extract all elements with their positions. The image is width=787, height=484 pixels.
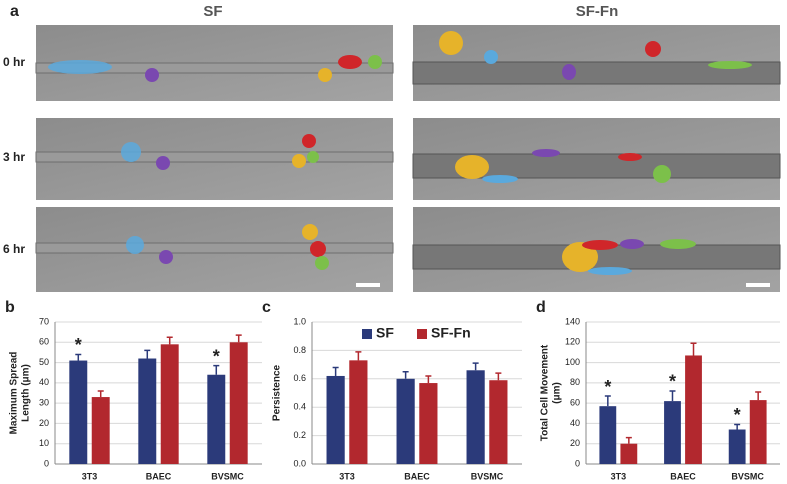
bar bbox=[229, 342, 248, 464]
bar bbox=[349, 360, 368, 464]
y-tick-label: 50 bbox=[39, 357, 49, 367]
bar bbox=[466, 370, 485, 464]
column-header: SF-Fn bbox=[576, 3, 619, 20]
y-tick-label: 80 bbox=[570, 377, 580, 387]
annotation: * bbox=[213, 346, 220, 366]
error-bar bbox=[75, 353, 82, 361]
bar bbox=[599, 406, 617, 464]
column-header: SF bbox=[203, 3, 222, 20]
x-tick-label: BAEC bbox=[404, 471, 430, 481]
y-tick-label: 0.8 bbox=[293, 345, 306, 355]
panel-label: c bbox=[262, 299, 271, 316]
bar bbox=[664, 401, 681, 464]
legend-swatch bbox=[417, 329, 427, 339]
y-tick-label: 0.2 bbox=[293, 430, 306, 440]
annotation: * bbox=[604, 377, 611, 397]
bar bbox=[396, 378, 415, 464]
error-bar bbox=[755, 391, 762, 401]
x-tick-label: 3T3 bbox=[611, 471, 627, 481]
error-bar bbox=[355, 351, 362, 361]
y-tick-label: 100 bbox=[565, 357, 580, 367]
error-bar bbox=[144, 349, 151, 359]
bar bbox=[326, 375, 345, 464]
bar bbox=[160, 344, 179, 464]
y-tick-label: 0 bbox=[44, 458, 49, 468]
y-axis-label: Total Cell Movement bbox=[540, 344, 551, 441]
y-tick-label: 0 bbox=[575, 458, 580, 468]
y-tick-label: 60 bbox=[570, 398, 580, 408]
row-label: 0 hr bbox=[3, 55, 25, 69]
bar bbox=[419, 383, 438, 464]
error-bar bbox=[332, 366, 339, 376]
error-bar bbox=[472, 362, 479, 371]
y-tick-label: 20 bbox=[39, 418, 49, 428]
error-bar bbox=[213, 364, 220, 375]
y-tick-label: 40 bbox=[39, 377, 49, 387]
bar bbox=[207, 374, 226, 464]
y-tick-label: 40 bbox=[570, 418, 580, 428]
y-axis-label: Persistence bbox=[272, 364, 283, 421]
bar bbox=[91, 397, 110, 464]
error-bar bbox=[425, 375, 432, 384]
bar bbox=[620, 443, 638, 464]
panel-label: b bbox=[5, 299, 15, 316]
bar bbox=[728, 429, 746, 464]
y-tick-label: 70 bbox=[39, 316, 49, 326]
error-bar bbox=[495, 372, 502, 381]
bar bbox=[749, 400, 767, 464]
row-label: 3 hr bbox=[3, 150, 25, 164]
error-bar bbox=[669, 390, 676, 402]
error-bar bbox=[734, 423, 741, 430]
y-tick-label: 140 bbox=[565, 316, 580, 326]
y-tick-label: 20 bbox=[570, 438, 580, 448]
y-axis-label: (μm) bbox=[552, 382, 563, 404]
legend-swatch bbox=[362, 329, 372, 339]
bar bbox=[69, 360, 88, 464]
panel-label: d bbox=[536, 299, 546, 316]
annotation: * bbox=[75, 335, 82, 355]
error-bar bbox=[235, 334, 242, 343]
annotation: * bbox=[669, 372, 676, 392]
micrographs bbox=[35, 25, 781, 292]
x-tick-label: 3T3 bbox=[339, 471, 355, 481]
error-bar bbox=[604, 395, 611, 407]
annotation: * bbox=[734, 405, 741, 425]
legend-label: SF bbox=[376, 325, 394, 341]
panel-label: a bbox=[10, 3, 19, 20]
y-tick-label: 0.0 bbox=[293, 458, 306, 468]
y-tick-label: 30 bbox=[39, 398, 49, 408]
y-tick-label: 0.6 bbox=[293, 373, 306, 383]
x-tick-label: BVSMC bbox=[471, 471, 504, 481]
y-tick-label: 0.4 bbox=[293, 402, 306, 412]
x-tick-label: BVSMC bbox=[211, 471, 244, 481]
y-axis-label: Length (μm) bbox=[21, 364, 32, 422]
row-label: 6 hr bbox=[3, 242, 25, 256]
y-tick-label: 1.0 bbox=[293, 316, 306, 326]
bar bbox=[489, 380, 508, 464]
error-bar bbox=[690, 342, 697, 356]
x-tick-label: BVSMC bbox=[731, 471, 764, 481]
bar bbox=[138, 358, 157, 464]
error-bar bbox=[166, 336, 173, 345]
x-tick-label: 3T3 bbox=[82, 471, 98, 481]
y-tick-label: 120 bbox=[565, 337, 580, 347]
y-tick-label: 60 bbox=[39, 337, 49, 347]
error-bar bbox=[625, 436, 632, 444]
bar bbox=[685, 355, 702, 464]
x-tick-label: BAEC bbox=[670, 471, 696, 481]
x-tick-label: BAEC bbox=[146, 471, 172, 481]
error-bar bbox=[402, 370, 409, 379]
legend-label: SF-Fn bbox=[431, 325, 471, 341]
y-axis-label: Maximum Spread bbox=[9, 352, 20, 435]
error-bar bbox=[97, 390, 104, 398]
y-tick-label: 10 bbox=[39, 438, 49, 448]
